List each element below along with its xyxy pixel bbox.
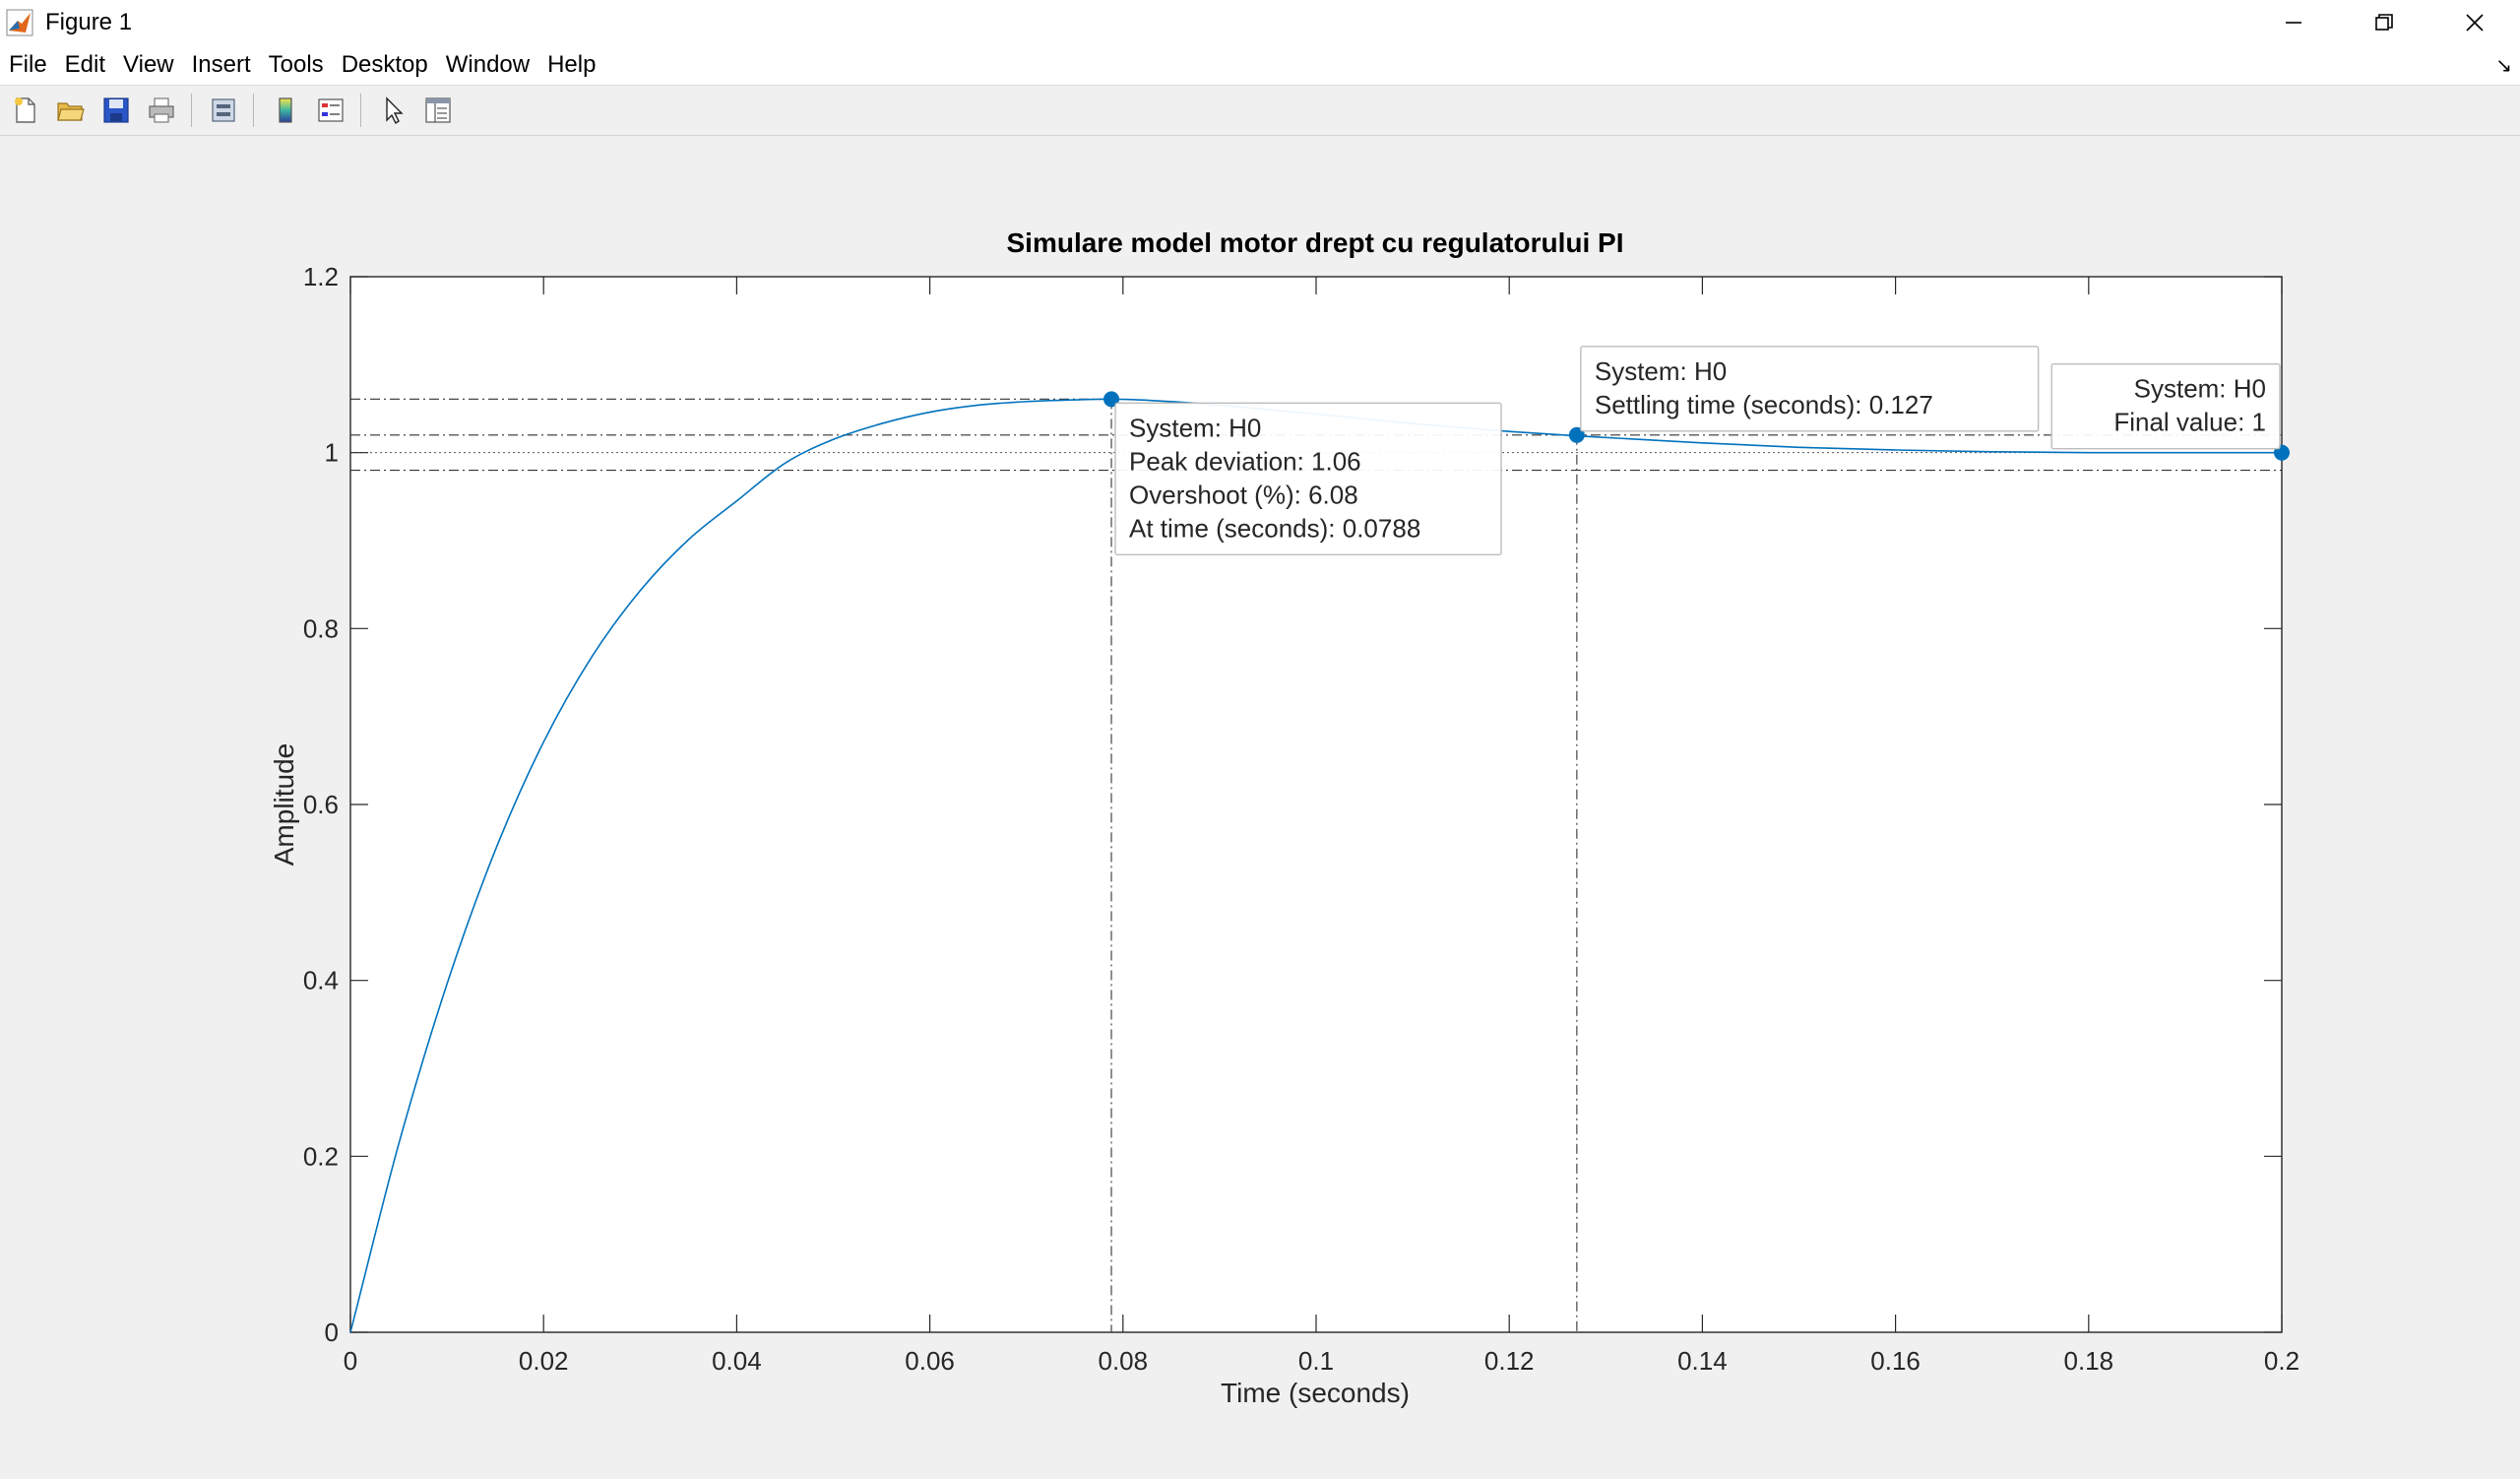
property-inspector-button[interactable] (418, 91, 458, 130)
minimize-icon (2286, 22, 2301, 24)
x-tick-label: 0.18 (2063, 1346, 2113, 1376)
x-axis-label: Time (seconds) (1221, 1378, 1410, 1408)
datatip-line: At time (seconds): 0.0788 (1129, 513, 1420, 543)
menu-edit[interactable]: Edit (64, 51, 106, 78)
dock-figure-icon[interactable]: ↘ (2495, 55, 2512, 77)
step-response-line[interactable] (349, 398, 2282, 1333)
datatips: System: H0 Peak deviation: 1.06 Overshoot … (1114, 346, 2281, 556)
menu-tools[interactable]: Tools (268, 51, 324, 78)
insert-legend-icon (318, 98, 344, 122)
window-controls (2248, 0, 2520, 45)
x-tick-label: 0.2 (2264, 1346, 2300, 1376)
insert-legend-button[interactable] (311, 91, 350, 130)
y-tick-label: 1.2 (303, 262, 339, 291)
new-figure-icon (15, 97, 35, 123)
print-icon (149, 97, 174, 123)
datatip-line: Final value: 1 (2113, 408, 2266, 437)
x-tick-label: 0 (344, 1346, 357, 1376)
link-plot-icon (212, 98, 235, 122)
datatip-line: System: H0 (1595, 356, 1727, 386)
link-plot-button[interactable] (204, 91, 243, 130)
datatip-line: Peak deviation: 1.06 (1129, 446, 1361, 476)
menu-insert[interactable]: Insert (191, 51, 251, 78)
settling-datatip[interactable]: System: H0 Settling time (seconds): 0.127 (1580, 346, 2040, 432)
edit-plot-button[interactable] (373, 91, 412, 130)
x-tick-label: 0.08 (1098, 1346, 1148, 1376)
y-tick-label: 0.2 (303, 1141, 339, 1171)
toolbar-separator (191, 94, 192, 127)
datatip-box (1580, 346, 2040, 432)
y-tick-label: 0.8 (303, 613, 339, 643)
datatip-line: System: H0 (1129, 413, 1261, 442)
toolbar-separator (253, 94, 254, 127)
save-button[interactable] (96, 91, 136, 130)
x-tick-label: 0.14 (1677, 1346, 1728, 1376)
title-bar: Figure 1 (0, 0, 2520, 45)
save-icon (103, 97, 129, 123)
datatip-box (2050, 362, 2281, 450)
step-response-plot: 0 0.02 0.04 0.06 0.08 0.1 0.12 0.14 0.16 0.18 0.2 0… (269, 227, 2300, 1408)
x-tick-label: 0.02 (519, 1346, 569, 1376)
minimize-button[interactable] (2248, 0, 2339, 45)
new-figure-button[interactable] (6, 91, 45, 130)
x-tick-label: 0.04 (712, 1346, 762, 1376)
x-tick-label: 0.1 (1298, 1346, 1334, 1376)
menu-view[interactable]: View (123, 51, 174, 78)
datatip-line: System: H0 (2134, 374, 2266, 404)
menu-help[interactable]: Help (547, 51, 597, 78)
open-file-icon (57, 102, 85, 121)
datatip-line: Settling time (seconds): 0.127 (1595, 390, 1933, 419)
axis-ticks: 0 0.02 0.04 0.06 0.08 0.1 0.12 0.14 0.16 0.18 0.2 0… (303, 262, 2300, 1376)
final-datatip[interactable]: System: H0 Final value: 1 (2050, 362, 2281, 450)
datatip-line: Overshoot (%): 6.08 (1129, 480, 1358, 509)
datatip-box (1114, 402, 1502, 556)
insert-colorbar-button[interactable] (266, 91, 305, 130)
y-tick-label: 0.6 (303, 790, 339, 819)
figure-toolbar (0, 86, 2520, 136)
peak-datatip[interactable]: System: H0 Peak deviation: 1.06 Overshoot … (1114, 402, 1502, 556)
y-axis-label: Amplitude (269, 743, 299, 867)
restore-icon (2375, 14, 2393, 31)
edit-plot-pointer-icon (386, 96, 404, 125)
menu-desktop[interactable]: Desktop (341, 51, 428, 78)
close-button[interactable] (2429, 0, 2520, 45)
y-tick-label: 0.4 (303, 966, 339, 996)
property-inspector-icon (425, 97, 451, 123)
close-icon (2466, 14, 2484, 32)
window-title: Figure 1 (45, 9, 133, 35)
menu-bar: File Edit View Insert Tools Desktop Wind… (0, 45, 2520, 86)
chart-title: Simulare model motor drept cu regulatoru… (1007, 227, 1624, 258)
insert-colorbar-icon (279, 97, 292, 123)
x-tick-label: 0.06 (905, 1346, 955, 1376)
matlab-logo-icon (6, 9, 33, 36)
open-file-button[interactable] (51, 91, 91, 130)
restore-button[interactable] (2339, 0, 2429, 45)
menu-window[interactable]: Window (445, 51, 531, 78)
menu-file[interactable]: File (9, 51, 47, 78)
toolbar-separator (360, 94, 361, 127)
y-tick-label: 0 (325, 1318, 339, 1347)
print-button[interactable] (142, 91, 181, 130)
y-tick-label: 1 (325, 438, 339, 468)
x-tick-label: 0.12 (1484, 1346, 1535, 1376)
x-tick-label: 0.16 (1870, 1346, 1921, 1376)
